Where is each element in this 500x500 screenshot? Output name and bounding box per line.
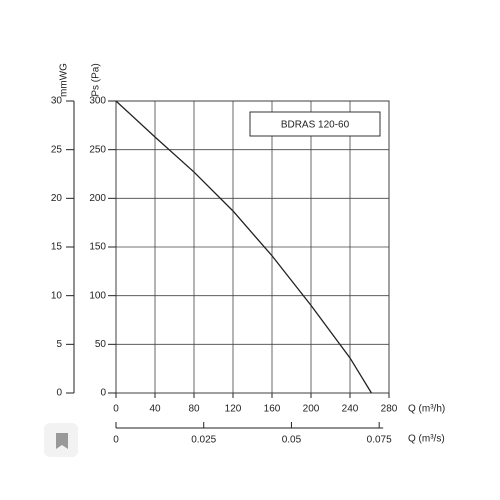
legend-label: BDRAS 120-60 — [281, 120, 350, 131]
x2-tick-label: 0.05 — [282, 435, 302, 446]
y-tick-label: 250 — [89, 144, 106, 155]
x-tick-label: 40 — [149, 404, 161, 415]
y2-tick-label: 15 — [51, 242, 63, 253]
curve — [115, 100, 373, 394]
y-tick-label: 300 — [89, 96, 106, 107]
y2-tick-label: 25 — [51, 144, 63, 155]
y2-axis-title: mmWG — [59, 63, 70, 97]
legend-box — [249, 111, 381, 137]
y2-tick-label: 30 — [51, 96, 63, 107]
x-tick-label: 240 — [342, 404, 359, 415]
x-tick-label: 280 — [381, 404, 398, 415]
y2-tick-label: 5 — [56, 339, 62, 350]
x-tick-label: 80 — [188, 404, 200, 415]
x2-tick-label: 0.025 — [191, 435, 216, 446]
y-tick-label: 150 — [89, 242, 106, 253]
bookmark-button[interactable] — [44, 423, 78, 457]
x-tick-label: 120 — [225, 404, 242, 415]
y2-tick-label: 20 — [51, 193, 63, 204]
y-axis-title: Ps (Pa) — [91, 63, 102, 96]
y2-tick-label: 0 — [56, 388, 62, 399]
x-tick-label: 0 — [113, 404, 119, 415]
y-tick-label: 100 — [89, 290, 106, 301]
y-tick-label: 0 — [100, 388, 106, 399]
y2-tick-label: 10 — [51, 290, 63, 301]
x-tick-label: 200 — [303, 404, 320, 415]
x2-axis-title: Q (m³/s) — [408, 434, 445, 445]
y-tick-label: 200 — [89, 193, 106, 204]
y-tick-label: 50 — [95, 339, 107, 350]
x2-tick-label: 0.075 — [367, 435, 392, 446]
x2-tick-label: 0 — [113, 435, 119, 446]
x-tick-label: 160 — [264, 404, 281, 415]
bookmark-icon[interactable] — [56, 433, 68, 449]
x-axis-title: Q (m³/h) — [408, 404, 445, 415]
